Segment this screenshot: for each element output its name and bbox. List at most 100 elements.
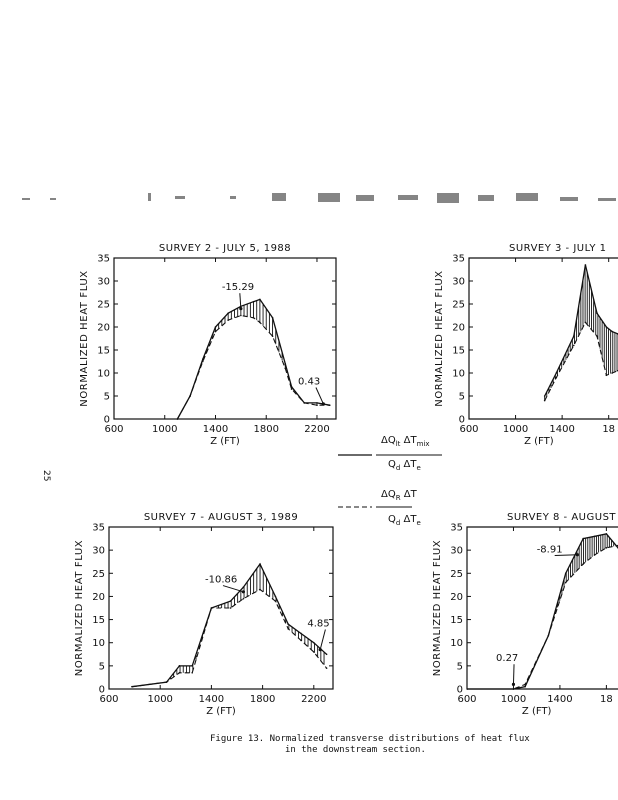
data-point: [555, 376, 558, 379]
data-point: [229, 607, 232, 609]
series-dashed-line: [131, 588, 328, 688]
data-point: [605, 326, 608, 328]
series-solid-line: [176, 298, 330, 420]
y-tick-label: 30: [92, 546, 105, 557]
plot-frame: [466, 526, 618, 690]
annotation-arrowhead: [511, 682, 516, 686]
chart-title: SURVEY 3 - JULY 1: [509, 243, 607, 254]
y-axis-label: NORMALIZED HEAT FLUX: [434, 270, 445, 407]
data-point: [210, 607, 213, 609]
data-point: [584, 264, 587, 266]
legend-dashed-denominator: Qd ΔTe: [388, 514, 421, 527]
data-point: [596, 312, 598, 315]
data-point: [202, 360, 204, 363]
annotation-arrowhead: [239, 307, 243, 311]
data-point: [572, 335, 575, 338]
x-axis-label: Z (FT): [524, 436, 554, 447]
annotation-label: 4.85: [307, 619, 329, 630]
annotation-arrowhead: [321, 402, 325, 406]
series-dashed-line: [467, 544, 618, 690]
data-point: [259, 563, 261, 565]
data-point: [191, 672, 193, 674]
data-point: [543, 399, 546, 402]
y-axis-label: NORMALIZED HEAT FLUX: [79, 270, 90, 407]
chart-title: SURVEY 7 - AUGUST 3, 1989: [144, 512, 298, 523]
y-tick-label: 20: [452, 323, 465, 334]
y-tick-label: 10: [452, 369, 465, 380]
data-point: [227, 312, 229, 315]
x-tick-label: 1800: [254, 424, 279, 435]
chart-title: SURVEY 2 - JULY 5, 1988: [159, 243, 291, 254]
data-point: [259, 298, 261, 301]
data-point: [242, 586, 245, 588]
y-tick-label: 10: [97, 369, 110, 380]
data-point: [287, 623, 290, 625]
x-tick-label: 18: [602, 424, 615, 435]
annotation-label: -8.91: [537, 544, 563, 555]
data-point: [242, 597, 245, 600]
legend: ΔQlt ΔTmix Qd ΔTe ΔQR ΔT Qd ΔTe: [338, 435, 442, 527]
x-tick-label: 600: [459, 424, 478, 435]
x-axis-label: Z (FT): [206, 706, 236, 717]
data-point: [605, 547, 608, 549]
data-point: [593, 553, 596, 556]
y-tick-label: 20: [92, 592, 105, 603]
data-point: [274, 600, 277, 602]
data-layer: [467, 533, 618, 690]
data-point: [290, 388, 293, 390]
y-tick-label: 0: [99, 685, 105, 696]
data-point: [189, 395, 191, 397]
data-point: [271, 335, 274, 338]
data-point: [524, 683, 526, 686]
annotation-arrowhead: [241, 590, 245, 594]
data-point: [300, 632, 302, 635]
chart-2: 0 5 10 15 20 25 30 35 600 1000 1400 18 Z (FT) NORMALI…: [434, 243, 618, 447]
data-point: [547, 634, 550, 637]
y-tick-label: 10: [92, 638, 105, 649]
data-layer: [543, 264, 618, 402]
y-tick-label: 30: [97, 277, 110, 288]
plot-frame: [113, 257, 337, 420]
annotation-label: -10.86: [205, 575, 237, 586]
data-point: [227, 319, 229, 321]
data-point: [564, 581, 567, 584]
data-point: [284, 367, 287, 370]
y-tick-label: 35: [450, 523, 463, 534]
x-tick-label: 1000: [152, 424, 177, 435]
x-axis-label: Z (FT): [210, 436, 240, 447]
data-point: [284, 363, 287, 365]
data-point: [582, 537, 584, 540]
x-tick-label: 1000: [501, 694, 526, 705]
data-point: [252, 317, 255, 319]
data-point: [564, 572, 567, 575]
series-dashed-line: [544, 321, 618, 401]
y-tick-label: 15: [97, 346, 110, 357]
data-point: [178, 672, 181, 674]
data-point: [593, 535, 596, 538]
y-tick-label: 0: [459, 415, 465, 426]
plot-frame: [468, 257, 618, 420]
data-point: [328, 404, 331, 407]
y-tick-label: 10: [450, 638, 463, 649]
data-point: [325, 653, 328, 656]
y-tick-label: 0: [104, 415, 110, 426]
chart-3: 0 5 10 15 20 25 30 35 600 1000 1400 1800 2200 Z (FT) N…: [74, 512, 334, 717]
data-point: [274, 595, 277, 598]
x-tick-label: 18: [600, 694, 613, 705]
annotation-arrow: [554, 554, 578, 556]
annotation-arrow: [315, 387, 324, 405]
annotation-label: 0.27: [496, 653, 518, 664]
data-point: [214, 330, 217, 333]
x-tick-label: 1800: [250, 694, 275, 705]
data-point: [300, 639, 302, 642]
data-point: [131, 685, 133, 688]
annotation-arrow: [239, 293, 242, 309]
data-point: [582, 563, 584, 565]
series-solid-line: [467, 533, 618, 690]
chart-title: SURVEY 8 - AUGUST 1: [507, 512, 618, 523]
x-tick-label: 1400: [547, 694, 572, 705]
x-tick-label: 1000: [503, 424, 528, 435]
x-tick-label: 2200: [304, 424, 329, 435]
data-point: [287, 628, 290, 630]
figure-caption-line1: Figure 13. Normalized transverse distrib…: [210, 734, 530, 744]
